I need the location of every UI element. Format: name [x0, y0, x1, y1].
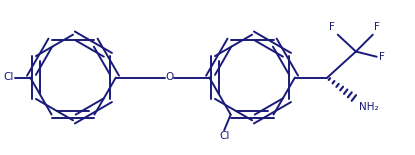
Text: F: F [374, 22, 380, 32]
Text: O: O [165, 73, 173, 82]
Text: F: F [379, 52, 385, 62]
Text: Cl: Cl [3, 73, 13, 82]
Text: Cl: Cl [219, 131, 229, 142]
Text: F: F [329, 22, 335, 32]
Text: NH₂: NH₂ [359, 102, 378, 112]
